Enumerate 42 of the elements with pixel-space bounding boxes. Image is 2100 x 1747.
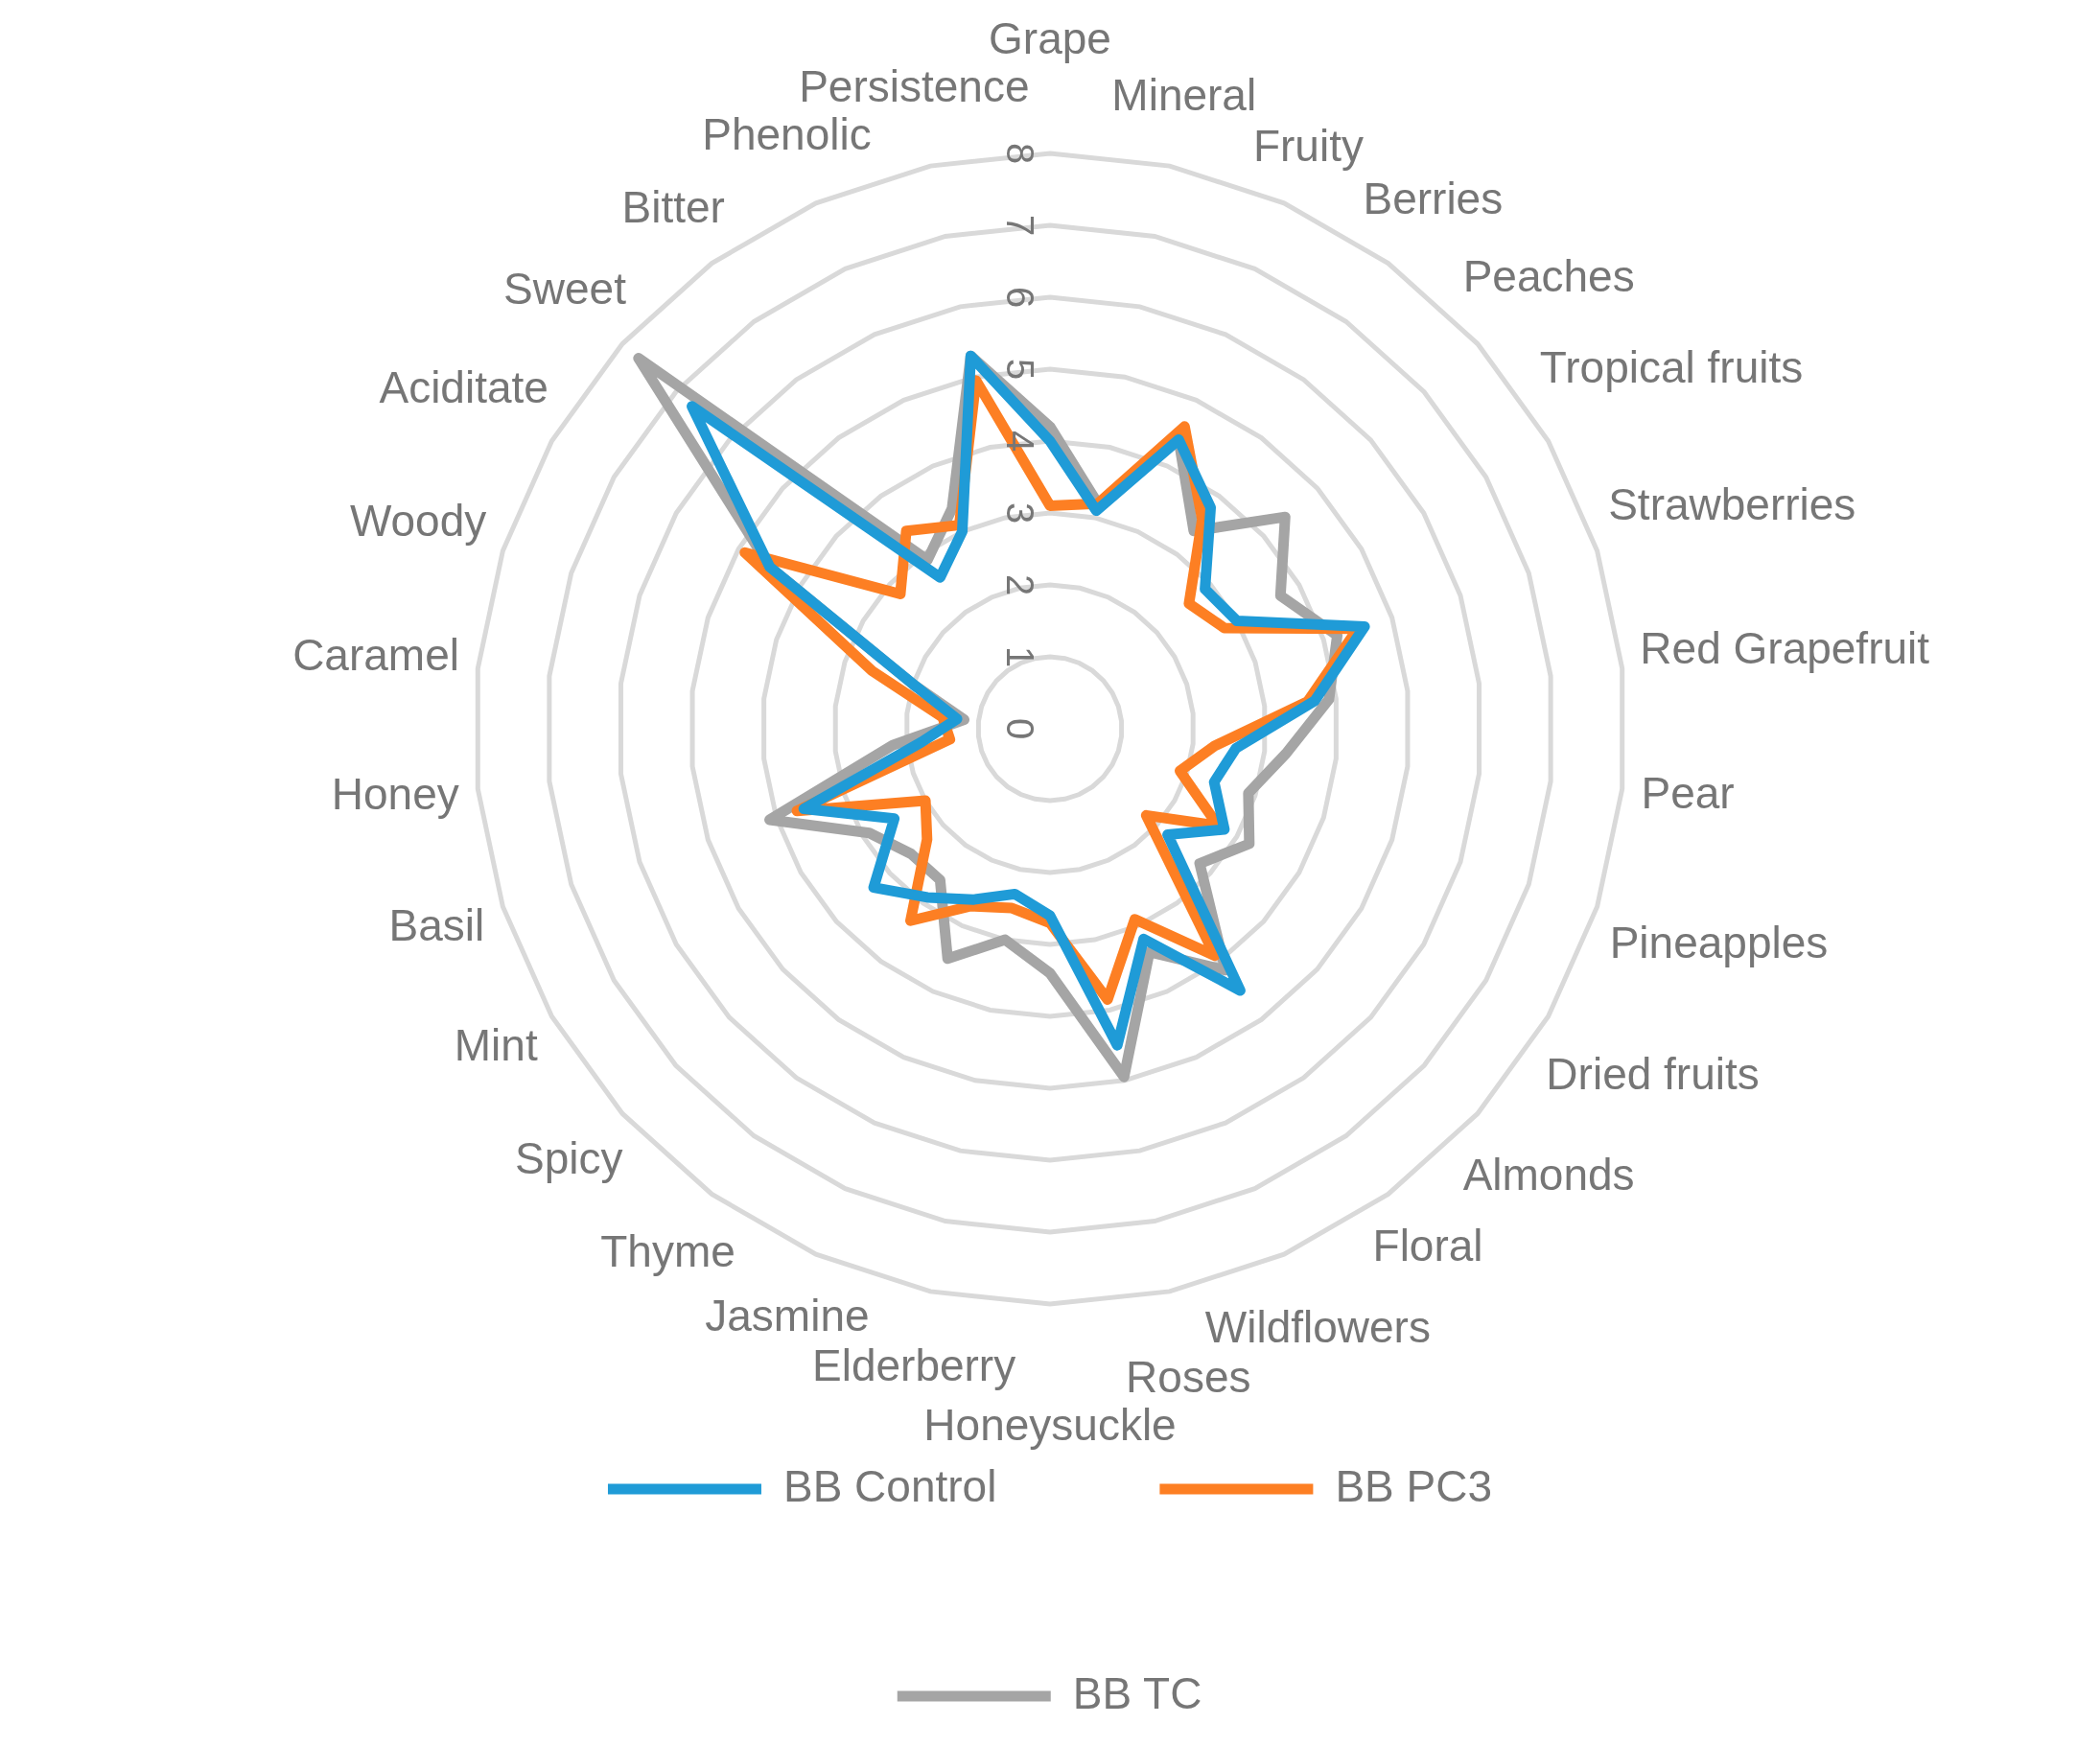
spoke-label: Pear <box>1641 767 1735 818</box>
spoke-label: Grape <box>989 12 1111 63</box>
spoke-label: Almonds <box>1462 1150 1635 1200</box>
y-tick-label: 4 <box>998 430 1041 453</box>
spoke-label: Peaches <box>1462 251 1635 302</box>
y-tick-label: 1 <box>998 645 1041 668</box>
spoke-label: Honeysuckle <box>923 1399 1177 1450</box>
spoke-label: Roses <box>1126 1351 1251 1402</box>
y-tick-label: 3 <box>998 501 1041 524</box>
spoke-label: Floral <box>1372 1221 1483 1271</box>
spoke-label: Strawberries <box>1608 478 1856 529</box>
spoke-label: Thyme <box>600 1226 735 1277</box>
y-tick-label: 2 <box>998 573 1041 596</box>
y-tick-label: 0 <box>998 717 1041 740</box>
spoke-label: Pineapples <box>1609 918 1829 968</box>
spoke-label: Jasmine <box>705 1291 870 1341</box>
y-tick-label: 5 <box>998 358 1041 381</box>
spoke-label: Sweet <box>503 264 627 314</box>
spoke-label: Spicy <box>515 1133 623 1184</box>
spoke-label: Honey <box>331 769 459 820</box>
y-tick-label: 6 <box>998 286 1041 309</box>
spoke-label: Phenolic <box>702 109 872 160</box>
spoke-label: Red Grapefruit <box>1640 623 1930 674</box>
y-tick-label: 7 <box>998 214 1041 237</box>
spoke-label: Mint <box>454 1020 538 1071</box>
spoke-label: Dried fruits <box>1546 1048 1760 1099</box>
y-tick-label: 8 <box>998 142 1041 165</box>
spoke-label: Persistence <box>799 61 1030 112</box>
spoke-label: Woody <box>349 495 487 546</box>
spoke-label: Mineral <box>1111 70 1257 121</box>
legend-label: BB Control <box>782 1460 997 1511</box>
spoke-label: Fruity <box>1252 120 1364 171</box>
spoke-label: Aciditate <box>379 361 548 412</box>
spoke-label: Berries <box>1363 174 1504 224</box>
legend-label: BB PC3 <box>1335 1460 1493 1511</box>
spoke-label: Tropical fruits <box>1539 341 1804 392</box>
spoke-label: Bitter <box>621 182 725 233</box>
spoke-label: Elderberry <box>811 1340 1016 1391</box>
spoke-label: Wildflowers <box>1204 1302 1431 1353</box>
spoke-label: Basil <box>388 899 485 950</box>
legend-label: BB TC <box>1072 1667 1202 1718</box>
spoke-label: Caramel <box>292 629 459 680</box>
